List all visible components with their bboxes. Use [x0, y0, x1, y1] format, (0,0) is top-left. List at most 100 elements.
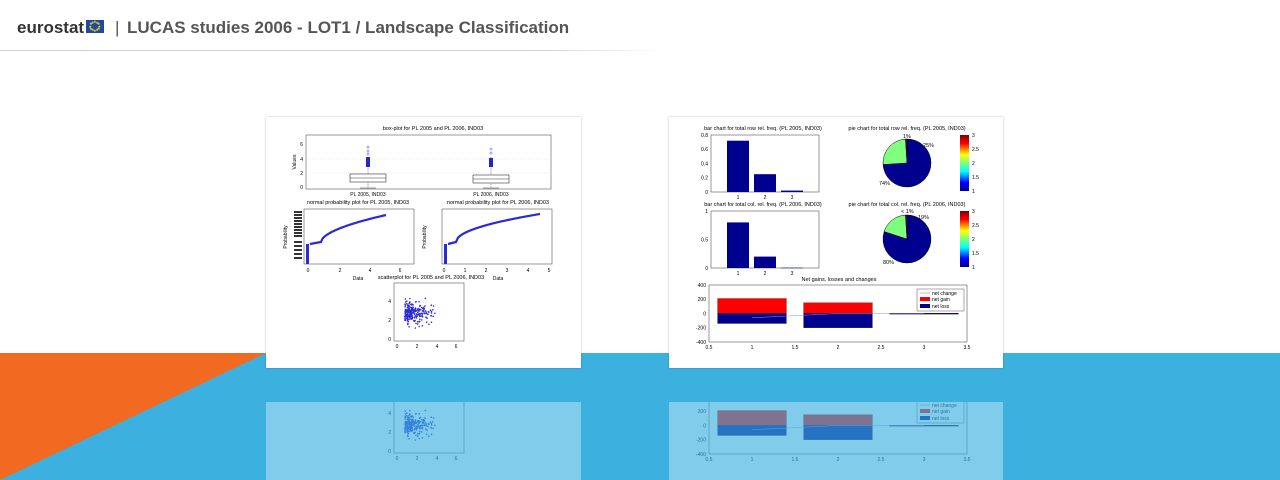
- net-change-line: [751, 313, 924, 319]
- net-loss-bar-2: [889, 425, 959, 427]
- net-legend: net change net gain net loss: [916, 402, 965, 424]
- net-xtick-3: 2: [837, 345, 840, 351]
- scatter-plot: scatterplot for PL 2005 and PL 2006, IND…: [378, 275, 484, 350]
- net-chart-title: Net gains, losses and changes: [802, 277, 877, 283]
- left-figure-panel: box-plot for PL 2005 and PL 2006, IND03 …: [266, 117, 581, 368]
- header-separator: |: [115, 18, 120, 37]
- left-figure-reflection: box-plot for PL 2005 and PL 2006, IND03 …: [266, 402, 581, 480]
- bar-chart-col: bar chart for total col. rel. freq. (PL …: [701, 202, 822, 277]
- colorbar-row-tick-0: 1: [972, 189, 975, 195]
- box-ytick-2: 4: [300, 157, 303, 163]
- net-chart: Net gains, losses and changes -400 -200 0 2…: [696, 277, 971, 351]
- scatter-ytick-1: 2: [388, 318, 391, 324]
- pie-row-slice-2: [905, 138, 908, 164]
- colorbar-row: 1 1.5 2 2.5 3: [960, 133, 979, 195]
- colorbar-col-tick-3: 2.5: [972, 223, 979, 229]
- net-change-line: [751, 425, 924, 431]
- scatter-ytick-1: 2: [388, 430, 391, 436]
- colorbar-col-tick-4: 3: [972, 209, 975, 215]
- prob-2006-xtick-0: 0: [443, 268, 446, 274]
- prob-2006-xlabel: Data: [493, 276, 504, 282]
- box-plot-title: box-plot for PL 2005 and PL 2006, IND03: [383, 126, 484, 132]
- net-xtick-5: 3: [923, 345, 926, 351]
- net-loss-bar-1: [803, 313, 873, 328]
- prob-2005-title: normal probability plot for PL 2005, IND…: [307, 200, 409, 206]
- pie-col-label-2: < 1%: [901, 209, 914, 215]
- prob-2006-title: normal probability plot for PL 2006, IND…: [447, 200, 549, 206]
- net-xtick-6: 3.5: [964, 345, 971, 351]
- net-ytick-0: -400: [696, 452, 706, 458]
- bar-row-ytick-0: 0: [705, 190, 708, 196]
- prob-2006-xtick-4: 4: [527, 268, 530, 274]
- bar-col-bar-2: [781, 267, 803, 269]
- box-2006: [472, 147, 510, 189]
- scatter-xtick-3: 6: [455, 344, 458, 350]
- bar-row-ytick-3: 0.6: [701, 147, 708, 153]
- prob-2005-xtick-2: 4: [369, 268, 372, 274]
- scatter-ytick-0: 0: [388, 337, 391, 343]
- bar-row-ytick-2: 0.4: [701, 161, 708, 167]
- scatter-xtick-3: 6: [455, 456, 458, 462]
- bar-row-ytick-1: 0.2: [701, 176, 708, 182]
- prob-plot-2005: normal probability plot for PL 2005, IND…: [283, 200, 415, 282]
- pie-chart-row: pie chart for total row rel. freq. (PL 2…: [848, 126, 966, 188]
- bar-col-xtick-1: 2: [764, 271, 767, 277]
- net-gain-bar-0: [717, 298, 787, 314]
- legend-net-loss: net loss: [932, 304, 950, 310]
- bar-col-xtick-2: 3: [791, 271, 794, 277]
- bar-row-bar-0: [727, 140, 749, 192]
- prob-2005-xtick-0: 0: [307, 268, 310, 274]
- scatter-ytick-2: 4: [388, 299, 391, 305]
- colorbar-col: 1 1.5 2 2.5 3: [960, 209, 979, 271]
- bar-col-title: bar chart for total col. rel. freq. (PL …: [704, 202, 822, 208]
- box-2005: [349, 145, 387, 189]
- net-ytick-2: 0: [703, 423, 706, 429]
- pie-col-slice-2: [905, 214, 908, 240]
- net-xtick-4: 2.5: [878, 345, 885, 351]
- bar-col-bar-1: [754, 256, 776, 268]
- net-xtick-1: 1: [751, 457, 754, 463]
- box-ytick-3: 6: [300, 142, 303, 148]
- net-xtick-3: 2: [837, 457, 840, 463]
- scatter-xtick-0: 0: [396, 456, 399, 462]
- scatter-xtick-2: 4: [436, 344, 439, 350]
- pie-row-title: pie chart for total row rel. freq. (PL 2…: [848, 126, 965, 132]
- net-xtick-2: 1.5: [792, 457, 799, 463]
- prob-2006-xtick-2: 2: [485, 268, 488, 274]
- legend-net-change: net change: [932, 403, 957, 409]
- pie-row-slice-1: [882, 138, 908, 165]
- scatter-ytick-2: 4: [388, 411, 391, 417]
- net-ytick-3: 200: [698, 297, 707, 303]
- prob-plot-2006: normal probability plot for PL 2006, IND…: [422, 200, 553, 282]
- slide-title: LUCAS studies 2006 - LOT1 / Landscape Cl…: [127, 18, 570, 37]
- bar-chart-row: bar chart for total row rel. freq. (PL 2…: [701, 126, 822, 201]
- net-xtick-2: 1.5: [792, 345, 799, 351]
- bar-col-bar-0: [727, 222, 749, 268]
- scatter-xtick-2: 4: [436, 456, 439, 462]
- pie-row-label-2: 1%: [903, 134, 911, 140]
- eu-flag-icon: ★ ★ ★ ★ ★ ★ ★ ★ ★ ★ ★ ★: [86, 20, 104, 33]
- colorbar-row-tick-2: 2: [972, 161, 975, 167]
- net-loss-bar-0: [717, 425, 787, 436]
- bar-row-title: bar chart for total row rel. freq. (PL 2…: [704, 126, 822, 132]
- scatter-xtick-0: 0: [396, 344, 399, 350]
- colorbar-col-tick-2: 2: [972, 237, 975, 243]
- net-loss-bar-1: [803, 425, 873, 440]
- pie-row-slice-0: [882, 138, 932, 188]
- pie-col-label-0: 80%: [883, 260, 894, 266]
- eurostat-logo: eurostat: [17, 18, 85, 37]
- net-xtick-1: 1: [751, 345, 754, 351]
- net-xtick-4: 2.5: [878, 457, 885, 463]
- bar-row-bar-1: [754, 174, 776, 192]
- net-gain-bar-1: [803, 414, 873, 426]
- net-ytick-3: 200: [698, 409, 707, 415]
- right-figure-panel: bar chart for total row rel. freq. (PL 2…: [669, 117, 1003, 368]
- box-plot: box-plot for PL 2005 and PL 2006, IND03 …: [292, 126, 552, 198]
- colorbar-row-tick-4: 3: [972, 133, 975, 139]
- slide-header: eurostat ★ ★ ★ ★ ★ ★ ★ ★ ★ ★ ★ ★ | LUCAS studies 20…: [0, 0, 1280, 56]
- pie-row-label-0: 74%: [879, 181, 890, 187]
- prob-2005-ylabel: Probability: [283, 225, 289, 249]
- prob-2006-xtick-1: 1: [464, 268, 467, 274]
- scatter-title: scatterplot for PL 2005 and PL 2006, IND…: [378, 275, 484, 281]
